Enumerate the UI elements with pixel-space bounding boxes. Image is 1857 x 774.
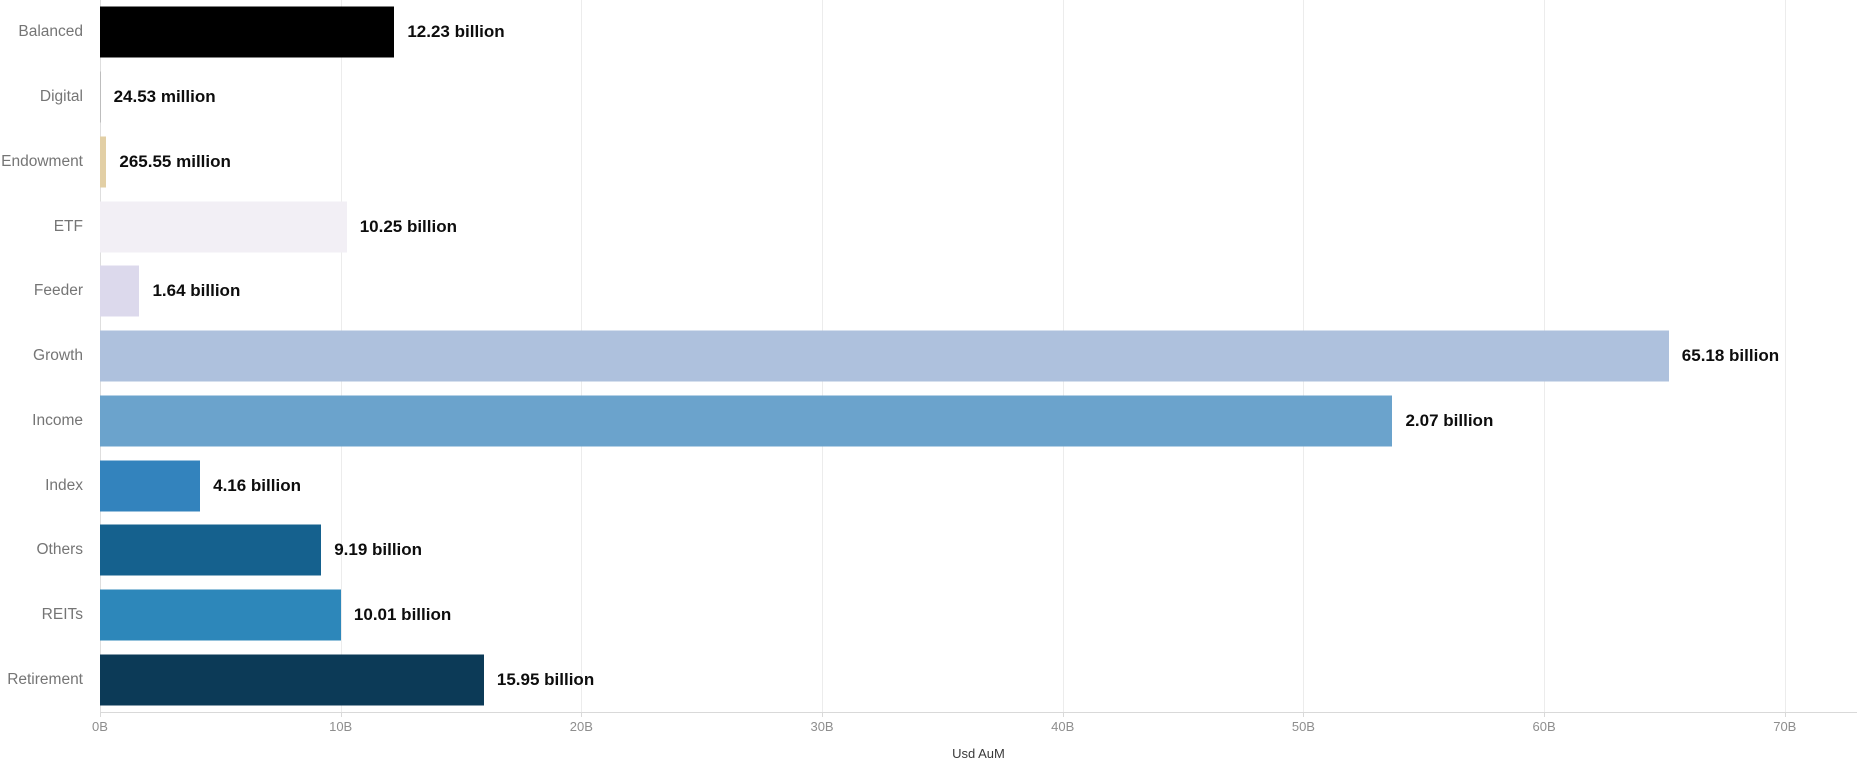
bar-retirement[interactable]: [100, 654, 484, 706]
bar-index[interactable]: [100, 460, 201, 511]
tick-label-0b: 0B: [92, 719, 108, 734]
bar-etf[interactable]: [100, 201, 347, 253]
value-label-endowment: 265.55 million: [119, 151, 231, 171]
bar-row-feeder: 1.64 billion: [100, 259, 1857, 324]
value-label-others: 9.19 billion: [334, 540, 423, 560]
tick-mark-30b: [822, 712, 824, 717]
tick-label-50b: 50B: [1291, 719, 1315, 734]
tick-mark-10b: [340, 712, 342, 717]
tick-mark-20b: [581, 712, 583, 717]
bar-endowment[interactable]: [100, 136, 107, 188]
tick-label-60b: 60B: [1532, 719, 1556, 734]
category-label-income: Income: [32, 411, 83, 429]
value-label-reits: 10.01 billion: [353, 604, 452, 624]
bar-digital[interactable]: [100, 71, 101, 123]
category-label-feeder: Feeder: [33, 282, 83, 300]
category-label-reits: REITs: [41, 605, 83, 623]
bar-row-endowment: 265.55 million: [100, 129, 1857, 194]
value-label-digital: 24.53 million: [113, 87, 216, 107]
bar-row-index: 4.16 billion: [100, 453, 1857, 518]
bar-row-growth: 65.18 billion: [100, 324, 1857, 389]
bar-row-retirement: 15.95 billion: [100, 647, 1857, 712]
value-label-retirement: 15.95 billion: [496, 669, 595, 689]
tick-mark-70b: [1784, 712, 1786, 717]
bar-balanced[interactable]: [100, 6, 395, 58]
bar-others[interactable]: [100, 524, 322, 576]
bar-row-digital: 24.53 million: [100, 65, 1857, 130]
category-label-index: Index: [45, 476, 83, 494]
value-label-growth: 65.18 billion: [1681, 346, 1780, 366]
tick-mark-40b: [1062, 712, 1064, 717]
tick-label-10b: 10B: [329, 719, 353, 734]
bars-container: 12.23 billion 24.53 million 265.55 million…: [100, 0, 1857, 712]
tick-mark-50b: [1303, 712, 1305, 717]
value-label-income: 2.07 billion: [1405, 410, 1494, 430]
value-label-feeder: 1.64 billion: [152, 281, 241, 301]
value-label-balanced: 12.23 billion: [407, 22, 505, 42]
tick-mark-60b: [1544, 712, 1546, 717]
bar-feeder[interactable]: [100, 265, 140, 317]
bar-row-reits: 10.01 billion: [100, 583, 1857, 648]
bar-row-etf: 10.25 billion: [100, 194, 1857, 259]
category-label-growth: Growth: [33, 347, 83, 365]
value-label-etf: 10.25 billion: [359, 216, 457, 236]
tick-label-30b: 30B: [810, 719, 834, 734]
category-label-retirement: Retirement: [7, 670, 83, 688]
category-label-balanced: Balanced: [18, 23, 83, 41]
bar-row-balanced: 12.23 billion: [100, 0, 1857, 65]
bar-income[interactable]: [100, 395, 1393, 447]
category-label-endowment: Endowment: [1, 152, 83, 170]
category-label-others: Others: [36, 541, 83, 559]
bar-row-others: 9.19 billion: [100, 518, 1857, 583]
y-axis-category-labels: Balanced Digital Endowment ETF Feeder Growth I…: [0, 0, 92, 712]
category-label-digital: Digital: [39, 88, 83, 106]
plot-area: 12.23 billion 24.53 million 265.55 million…: [92, 0, 1857, 734]
x-axis-title: Usd AuM: [952, 746, 1005, 761]
x-axis-line: [100, 712, 1857, 713]
tick-mark-0b: [100, 712, 101, 717]
tick-label-70b: 70B: [1773, 719, 1797, 734]
gridline-70b: [1784, 0, 1786, 712]
category-label-etf: ETF: [53, 217, 83, 235]
tick-label-40b: 40B: [1051, 719, 1075, 734]
tick-label-20b: 20B: [569, 719, 593, 734]
bar-row-income: 2.07 billion: [100, 388, 1857, 453]
value-label-index: 4.16 billion: [213, 475, 301, 495]
bar-reits[interactable]: [100, 589, 341, 641]
bar-growth[interactable]: [100, 330, 1669, 382]
